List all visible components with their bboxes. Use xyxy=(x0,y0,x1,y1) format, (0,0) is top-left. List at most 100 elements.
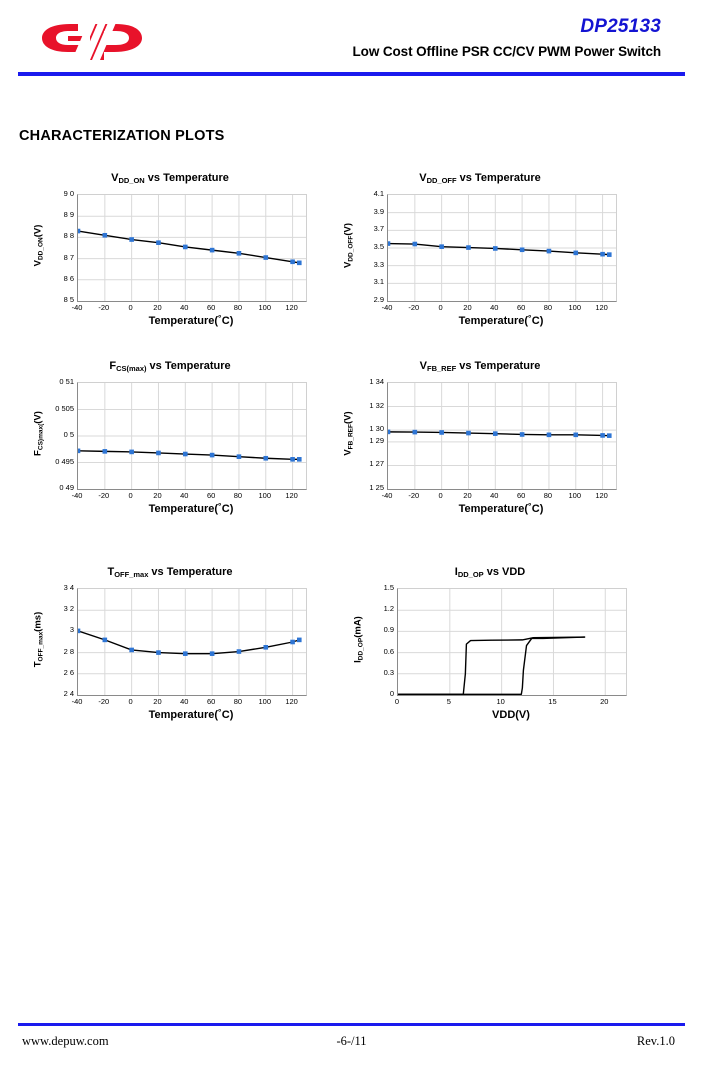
y-tick-label: 1 27 xyxy=(369,459,384,469)
y-tick-label: 3.7 xyxy=(373,224,384,234)
y-axis-label: VFB_REF(V) xyxy=(342,411,355,456)
x-tick-label: 20 xyxy=(600,697,609,706)
x-tick-label: 60 xyxy=(516,303,526,312)
y-axis-label: IDD_OP(mA) xyxy=(352,616,365,663)
chart-title: VDD_OFF vs Temperature xyxy=(419,172,541,185)
x-tick-label: 20 xyxy=(463,491,472,500)
y-tick-label: 1 32 xyxy=(369,400,384,410)
x-axis-label: Temperature(˚C) xyxy=(148,709,234,721)
page-title: CHARACTERIZATION PLOTS xyxy=(19,128,225,144)
x-tick-label: 80 xyxy=(543,491,553,500)
x-tick-label: 60 xyxy=(516,491,526,500)
y-tick-label: 0.9 xyxy=(383,625,394,635)
x-tick-label: 20 xyxy=(153,303,162,312)
y-tick-label: 3.5 xyxy=(373,242,384,251)
x-tick-label: 120 xyxy=(285,697,298,706)
x-tick-label: 120 xyxy=(285,303,298,312)
y-tick-label: 1 34 xyxy=(369,377,384,386)
plot-area xyxy=(387,382,617,490)
x-tick-label: 80 xyxy=(233,697,243,706)
plot-area xyxy=(77,588,307,696)
part-tagline: Low Cost Offline PSR CC/CV PWM Power Swi… xyxy=(352,44,662,59)
chart-title: FCS(max) vs Temperature xyxy=(109,360,231,373)
y-tick-label: 0 49 xyxy=(59,483,74,492)
chart-fcs-max-vs-temperature: FCS(max) vs Temperature 0 51 0 505 0 5 0 495… xyxy=(20,360,320,520)
x-axis-label: Temperature(˚C) xyxy=(458,503,544,515)
x-tick-label: 40 xyxy=(180,491,189,500)
y-tick-label: 1.5 xyxy=(383,583,394,592)
chart-title: VDD_ON vs Temperature xyxy=(111,172,229,185)
x-tick-label: 0 xyxy=(394,697,400,706)
y-tick-label: 1 29 xyxy=(369,435,384,445)
x-tick-label: -40 xyxy=(71,303,83,312)
x-tick-label: 80 xyxy=(233,491,243,500)
y-axis-label: FCS)max((V) xyxy=(32,411,45,456)
depuw-logo xyxy=(38,16,148,60)
x-tick-label: -20 xyxy=(98,697,110,706)
plot-area xyxy=(77,194,307,302)
x-tick-label: -40 xyxy=(71,491,83,500)
x-tick-label: 40 xyxy=(490,491,499,500)
x-tick-label: 0 xyxy=(128,303,133,312)
page-footer: www.depuw.com -6-/11 Rev.1.0 xyxy=(0,1030,703,1056)
x-tick-label: 0 xyxy=(128,697,133,706)
x-tick-label: 40 xyxy=(180,303,189,312)
plot-area xyxy=(387,194,617,302)
y-tick-label: 0 51 xyxy=(59,377,74,386)
x-tick-label: 15 xyxy=(548,697,557,706)
x-tick-label: 40 xyxy=(490,303,499,312)
y-axis-label: VDD_ON(V) xyxy=(32,224,45,267)
x-tick-label: 0 xyxy=(128,491,133,500)
x-axis-label: VDD(V) xyxy=(492,709,530,721)
x-tick-label: 5 xyxy=(446,697,451,706)
x-tick-label: 20 xyxy=(153,491,162,500)
x-tick-label: -20 xyxy=(408,491,420,500)
page-header: DP25133 Low Cost Offline PSR CC/CV PWM P… xyxy=(0,0,703,80)
footer-divider xyxy=(18,1023,685,1026)
y-tick-label: 2 4 xyxy=(63,689,74,698)
y-tick-label: 0.6 xyxy=(383,646,394,656)
y-tick-label: 8 8 xyxy=(63,231,74,241)
x-axis-label: Temperature(˚C) xyxy=(148,503,234,515)
y-axis-label: TOFF_max(ms) xyxy=(32,611,45,668)
x-axis-label: Temperature(˚C) xyxy=(458,315,544,327)
x-tick-label: 120 xyxy=(595,303,608,312)
x-tick-label: -40 xyxy=(381,303,393,312)
y-tick-label: 8 9 xyxy=(63,210,74,220)
chart-title: IDD_OP vs VDD xyxy=(454,566,526,579)
y-tick-label: 8 6 xyxy=(63,273,74,283)
x-tick-label: 80 xyxy=(233,303,243,312)
y-tick-label: 3.9 xyxy=(373,206,384,216)
footer-website[interactable]: www.depuw.com xyxy=(22,1034,109,1048)
chart-vdd-off-vs-temperature: VDD_OFF vs Temperature 4.1 3.9 3.7 3.5 3.3 3.1… xyxy=(330,172,630,332)
chart-title: TOFF_max vs Temperature xyxy=(107,566,233,579)
chart-idd-op-vs-vdd: IDD_OP vs VDD 1.5 1.2 0.9 0.6 0.3 0 0 5 10 15 20 VDD… xyxy=(340,566,640,726)
y-tick-label: 3 4 xyxy=(63,583,74,592)
y-tick-label: 2 8 xyxy=(63,646,74,656)
y-tick-label: 2 6 xyxy=(63,667,74,677)
y-tick-label: 9 0 xyxy=(63,189,74,198)
chart-title: VFB_REF vs Temperature xyxy=(419,360,541,373)
x-tick-label: 20 xyxy=(153,697,162,706)
x-tick-label: 100 xyxy=(258,491,271,500)
y-tick-label: 8 5 xyxy=(63,295,74,304)
y-tick-label: 4.1 xyxy=(373,189,384,198)
x-tick-label: -20 xyxy=(408,303,420,312)
x-tick-label: 120 xyxy=(595,491,608,500)
x-tick-label: 60 xyxy=(206,697,216,706)
y-tick-label: 1 25 xyxy=(369,483,384,492)
y-tick-label: 0 5 xyxy=(63,430,74,439)
x-tick-label: 80 xyxy=(543,303,553,312)
chart-vdd-on-vs-temperature: VDD_ON vs Temperature 9 0 8 9 8 8 8 7 8 6 8 5-… xyxy=(20,172,320,332)
y-tick-label: 8 7 xyxy=(63,252,74,262)
y-tick-label: 0 505 xyxy=(55,403,74,413)
x-tick-label: 20 xyxy=(463,303,472,312)
y-tick-label: 3.3 xyxy=(373,259,384,269)
y-tick-label: 2.9 xyxy=(373,295,384,304)
x-tick-label: 120 xyxy=(285,491,298,500)
y-axis-label: VDD_OFF(V) xyxy=(342,223,355,269)
x-tick-label: 40 xyxy=(180,697,189,706)
y-tick-label: 0.3 xyxy=(383,667,394,677)
x-tick-label: -40 xyxy=(381,491,393,500)
